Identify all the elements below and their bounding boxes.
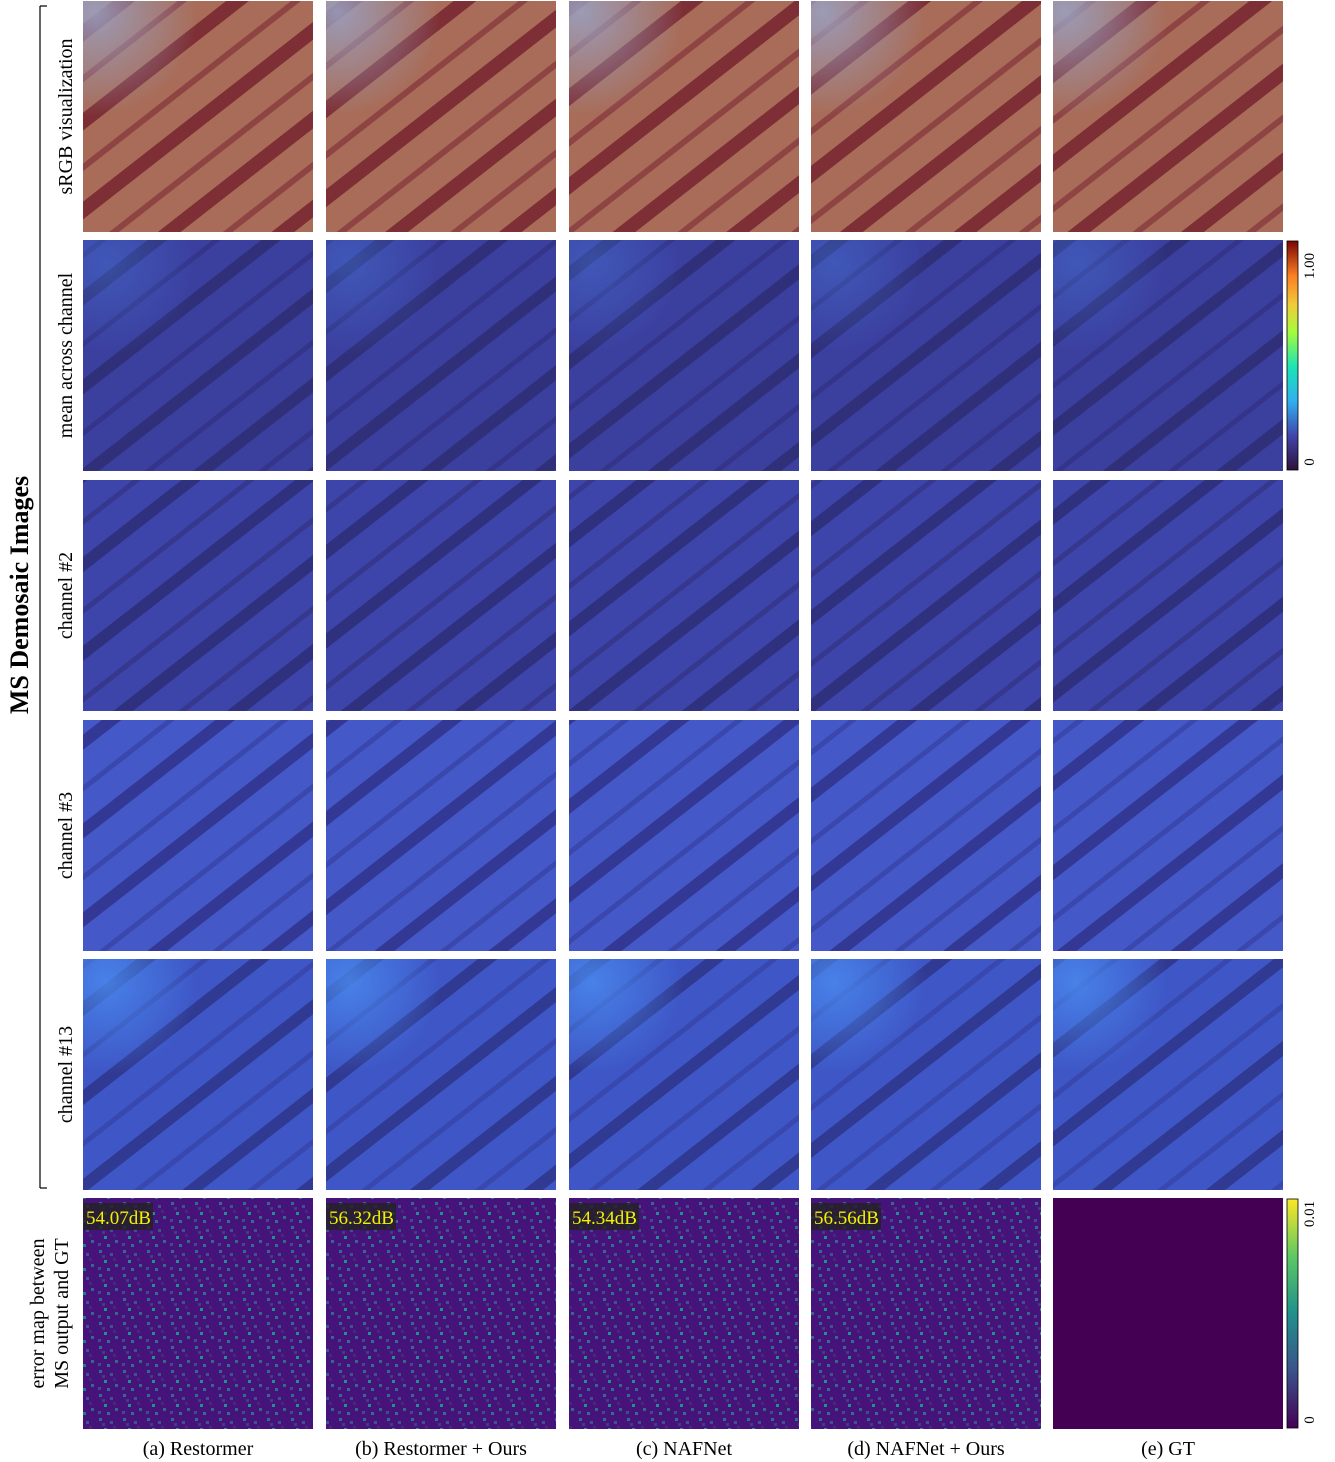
image-tile [811,1198,1041,1429]
column-label: (b) Restormer + Ours [355,1438,527,1460]
colorbar-min: 0 [1302,1416,1318,1424]
colorbar [1286,240,1299,471]
figure-title: MS Demosaic Images [5,476,34,714]
image-tile [326,480,556,711]
column-label: (e) GT [1141,1438,1195,1460]
image-highlight [83,959,313,1190]
image-highlight [811,1,1041,232]
column-label: (a) Restormer [143,1438,254,1460]
image-highlight [326,1,556,232]
row-label: sRGB visualization [55,38,77,194]
image-tile [569,1198,799,1429]
image-highlight [326,959,556,1190]
psnr-box [83,1203,153,1230]
psnr-label: 54.34dB [572,1208,637,1229]
image-tile [83,1198,313,1429]
colorbar-min: 0 [1302,458,1318,466]
colorbar-max: 0.01 [1302,1201,1318,1227]
image-highlight [569,959,799,1190]
row-label: MS output and GT [51,1238,73,1389]
image-highlight [83,240,313,471]
image-highlight [1053,240,1283,471]
colorbar [1286,1198,1299,1429]
image-highlight [811,959,1041,1190]
image-tile [1053,1198,1283,1429]
image-tile [326,720,556,951]
row-label: error map between [27,1239,49,1389]
psnr-label: 56.32dB [329,1208,394,1229]
psnr-label: 56.56dB [814,1208,879,1229]
psnr-label: 54.07dB [86,1208,151,1229]
psnr-box [326,1203,396,1230]
image-highlight [1053,1,1283,232]
image-tile [811,480,1041,711]
row-label: channel #2 [55,552,77,639]
image-tile [83,720,313,951]
image-highlight [811,240,1041,471]
image-tile [811,720,1041,951]
image-tile [569,720,799,951]
image-tile [326,1198,556,1429]
image-highlight [569,1,799,232]
row-label: mean across channel [55,272,77,438]
colorbar-max: 1.00 [1302,253,1318,279]
column-label: (c) NAFNet [636,1438,733,1460]
image-highlight [569,240,799,471]
image-tile [1053,480,1283,711]
row-label: channel #13 [55,1026,77,1123]
row-label: channel #3 [55,792,77,879]
image-tile [1053,720,1283,951]
column-label: (d) NAFNet + Ours [847,1438,1005,1460]
image-tile [83,480,313,711]
psnr-box [569,1203,639,1230]
image-highlight [83,1,313,232]
image-tile [569,480,799,711]
image-highlight [1053,959,1283,1190]
psnr-box [811,1203,881,1230]
image-highlight [326,240,556,471]
